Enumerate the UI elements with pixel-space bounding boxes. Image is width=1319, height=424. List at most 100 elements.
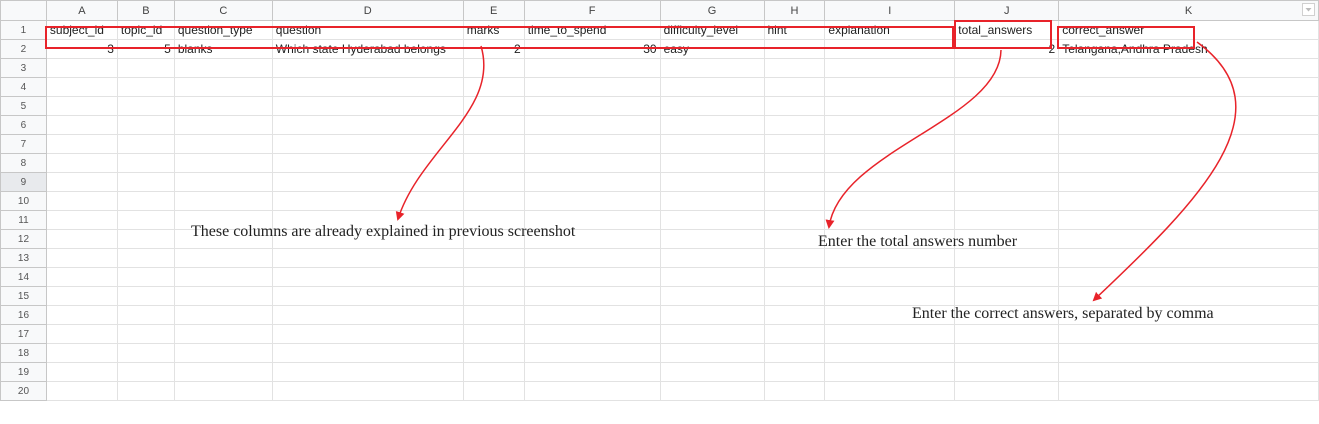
cell[interactable] xyxy=(173,77,273,97)
cell-header-hint[interactable]: hint xyxy=(763,20,826,40)
column-header-g[interactable]: G xyxy=(659,0,765,21)
cell-correct-answer[interactable]: Telangana,Andhra Pradesh xyxy=(1058,39,1319,59)
cell[interactable] xyxy=(824,134,956,154)
cell[interactable] xyxy=(824,343,956,363)
cell[interactable] xyxy=(116,305,175,325)
row-header[interactable]: 14 xyxy=(0,267,47,287)
cell-header-question-type[interactable]: question_type xyxy=(173,20,273,40)
row-header[interactable]: 3 xyxy=(0,58,47,78)
cell-marks[interactable]: 2 xyxy=(462,39,525,59)
cell[interactable] xyxy=(173,362,273,382)
cell[interactable] xyxy=(824,210,956,230)
cell[interactable] xyxy=(763,115,826,135)
cell[interactable] xyxy=(271,115,464,135)
cell-header-total-answers[interactable]: total_answers xyxy=(954,20,1060,40)
cell[interactable] xyxy=(523,343,661,363)
cell[interactable] xyxy=(1058,267,1319,287)
cell[interactable] xyxy=(763,248,826,268)
cell[interactable] xyxy=(271,58,464,78)
cell[interactable] xyxy=(523,134,661,154)
cell[interactable] xyxy=(1058,305,1319,325)
cell[interactable] xyxy=(462,324,525,344)
cell[interactable] xyxy=(116,77,175,97)
cell[interactable] xyxy=(763,267,826,287)
cell[interactable] xyxy=(523,229,661,249)
row-header[interactable]: 5 xyxy=(0,96,47,116)
cell[interactable] xyxy=(1058,96,1319,116)
cell[interactable] xyxy=(462,96,525,116)
cell-time-to-spend[interactable]: 30 xyxy=(523,39,661,59)
cell[interactable] xyxy=(462,343,525,363)
row-header[interactable]: 1 xyxy=(0,20,47,40)
cell[interactable] xyxy=(271,381,464,401)
row-header[interactable]: 9 xyxy=(0,172,47,192)
cell[interactable] xyxy=(954,362,1060,382)
row-header[interactable]: 11 xyxy=(0,210,47,230)
cell[interactable] xyxy=(45,134,118,154)
cell[interactable] xyxy=(462,381,525,401)
cell[interactable] xyxy=(659,267,765,287)
cell[interactable] xyxy=(763,210,826,230)
cell-header-question[interactable]: question xyxy=(271,20,464,40)
cell[interactable] xyxy=(462,134,525,154)
cell[interactable] xyxy=(173,153,273,173)
cell[interactable] xyxy=(824,172,956,192)
cell[interactable] xyxy=(1058,115,1319,135)
cell[interactable] xyxy=(462,286,525,306)
cell-header-difficulty-level[interactable]: difficulty_level xyxy=(659,20,765,40)
cell[interactable] xyxy=(116,248,175,268)
row-header[interactable]: 16 xyxy=(0,305,47,325)
cell-question-type[interactable]: blanks xyxy=(173,39,273,59)
column-header-j[interactable]: J xyxy=(954,0,1060,21)
cell[interactable] xyxy=(45,324,118,344)
cell[interactable] xyxy=(271,77,464,97)
cell[interactable] xyxy=(954,248,1060,268)
cell-explanation[interactable] xyxy=(824,39,956,59)
column-header-b[interactable]: B xyxy=(116,0,175,21)
cell[interactable] xyxy=(173,286,273,306)
cell[interactable] xyxy=(954,96,1060,116)
cell[interactable] xyxy=(659,229,765,249)
cell-header-correct-answer[interactable]: correct_answer xyxy=(1058,20,1319,40)
cell[interactable] xyxy=(1058,58,1319,78)
cell[interactable] xyxy=(523,305,661,325)
cell[interactable] xyxy=(523,210,661,230)
cell[interactable] xyxy=(1058,362,1319,382)
cell[interactable] xyxy=(462,229,525,249)
cell[interactable] xyxy=(116,381,175,401)
cell[interactable] xyxy=(45,381,118,401)
cell[interactable] xyxy=(173,210,273,230)
column-header-c[interactable]: C xyxy=(173,0,273,21)
cell[interactable] xyxy=(523,381,661,401)
cell[interactable] xyxy=(1058,229,1319,249)
cell[interactable] xyxy=(462,267,525,287)
cell[interactable] xyxy=(45,286,118,306)
cell[interactable] xyxy=(271,248,464,268)
cell[interactable] xyxy=(659,77,765,97)
cell[interactable] xyxy=(659,115,765,135)
cell[interactable] xyxy=(763,381,826,401)
cell[interactable] xyxy=(1058,153,1319,173)
cell[interactable] xyxy=(954,343,1060,363)
row-header[interactable]: 7 xyxy=(0,134,47,154)
cell[interactable] xyxy=(45,115,118,135)
cell[interactable] xyxy=(116,96,175,116)
cell-header-time-to-spend[interactable]: time_to_spend xyxy=(523,20,661,40)
cell[interactable] xyxy=(173,324,273,344)
cell[interactable] xyxy=(659,172,765,192)
cell[interactable] xyxy=(271,343,464,363)
row-header[interactable]: 8 xyxy=(0,153,47,173)
cell[interactable] xyxy=(1058,381,1319,401)
cell[interactable] xyxy=(462,248,525,268)
cell[interactable] xyxy=(271,153,464,173)
select-all-corner[interactable] xyxy=(0,0,47,21)
cell[interactable] xyxy=(1058,210,1319,230)
cell[interactable] xyxy=(45,96,118,116)
cell[interactable] xyxy=(763,229,826,249)
cell[interactable] xyxy=(763,343,826,363)
row-header[interactable]: 17 xyxy=(0,324,47,344)
cell[interactable] xyxy=(116,191,175,211)
cell-header-topic-id[interactable]: topic_id xyxy=(116,20,175,40)
cell[interactable] xyxy=(523,77,661,97)
cell[interactable] xyxy=(659,153,765,173)
